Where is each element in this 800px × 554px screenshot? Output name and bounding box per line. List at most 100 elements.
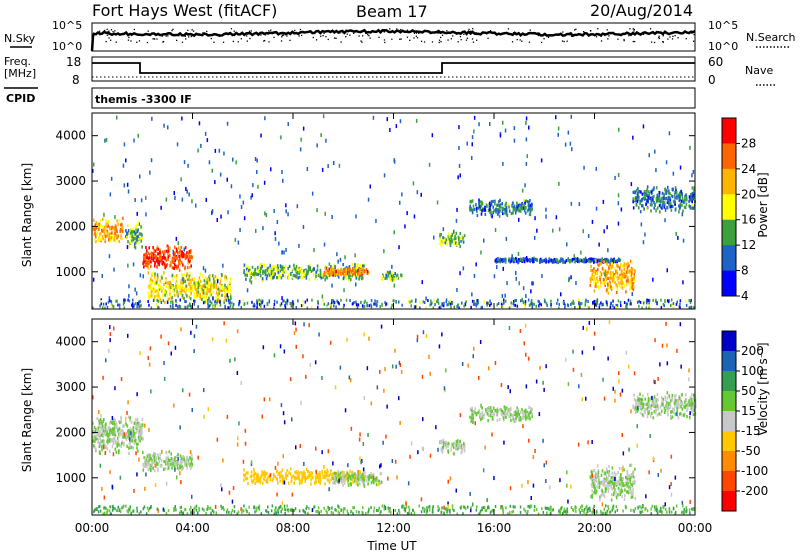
data-cell xyxy=(145,262,147,266)
scatter-cell xyxy=(598,242,600,247)
scatter-cell xyxy=(517,251,520,256)
scatter-cell xyxy=(257,184,259,189)
data-cell xyxy=(338,269,340,273)
scatter-cell xyxy=(505,236,508,241)
data-cell xyxy=(318,475,320,479)
ground-scatter-cell xyxy=(110,304,113,308)
data-cell xyxy=(340,476,342,480)
ground-scatter-cell xyxy=(246,301,249,305)
data-cell xyxy=(674,208,677,212)
data-cell xyxy=(606,272,608,276)
data-cell xyxy=(293,263,295,267)
scatter-cell xyxy=(167,125,169,130)
data-cell xyxy=(663,203,666,207)
data-cell xyxy=(224,292,226,296)
data-cell xyxy=(119,223,122,227)
data-cell xyxy=(229,293,232,297)
data-cell xyxy=(272,472,275,476)
ground-scatter-cell xyxy=(430,299,432,303)
data-cell xyxy=(204,276,207,280)
ground-scatter-cell xyxy=(345,298,348,302)
data-cell xyxy=(128,451,130,455)
data-cell xyxy=(170,285,172,289)
data-cell xyxy=(324,471,327,475)
data-cell xyxy=(496,203,498,207)
data-cell xyxy=(352,475,354,479)
data-cell xyxy=(203,287,206,291)
data-cell xyxy=(153,451,155,455)
nsearch-point xyxy=(669,36,671,38)
scatter-cell xyxy=(525,294,527,299)
data-cell xyxy=(639,202,641,206)
data-cell xyxy=(479,200,482,204)
data-cell xyxy=(175,266,178,270)
data-cell xyxy=(494,199,496,203)
data-cell xyxy=(592,279,595,283)
ground-scatter-cell xyxy=(185,300,187,304)
nsearch-point xyxy=(561,40,564,42)
data-cell xyxy=(653,200,655,205)
data-cell xyxy=(131,227,134,232)
data-cell xyxy=(635,196,638,200)
data-cell xyxy=(366,271,369,275)
data-cell xyxy=(147,456,150,460)
data-cell xyxy=(567,258,569,262)
data-cell xyxy=(282,265,284,269)
nsearch-point xyxy=(412,30,414,33)
nsearch-point xyxy=(320,35,322,37)
data-cell xyxy=(165,264,167,268)
data-cell xyxy=(600,281,602,285)
nsearch-point xyxy=(299,28,302,31)
ground-scatter-cell xyxy=(224,306,226,310)
data-cell xyxy=(151,462,153,467)
ground-scatter-cell xyxy=(537,299,539,303)
nsearch-point xyxy=(365,32,367,34)
data-cell xyxy=(499,198,501,202)
data-cell xyxy=(296,269,299,273)
nsearch-point xyxy=(459,36,462,38)
ground-scatter-cell xyxy=(513,303,515,307)
data-cell xyxy=(147,467,150,472)
data-cell xyxy=(229,280,231,284)
scatter-cell xyxy=(322,114,325,119)
data-cell xyxy=(611,277,614,281)
ground-scatter-cell xyxy=(370,299,373,303)
data-cell xyxy=(310,478,312,482)
nsearch-trace xyxy=(96,28,695,44)
data-cell xyxy=(593,267,595,271)
data-cell xyxy=(627,275,629,280)
scatter-cell xyxy=(525,137,528,142)
nsearch-point xyxy=(323,32,325,35)
data-cell xyxy=(267,266,270,270)
data-cell xyxy=(469,204,471,208)
data-cell xyxy=(262,481,264,485)
data-cell xyxy=(671,187,674,191)
scatter-cell xyxy=(331,215,333,219)
data-cell xyxy=(179,465,181,469)
power-y-axis-label: Slant Range [km] xyxy=(20,163,34,267)
scatter-cell xyxy=(459,173,461,178)
ground-scatter-cell xyxy=(429,303,431,307)
ground-scatter-cell xyxy=(251,300,253,304)
nsearch-point xyxy=(400,38,402,40)
data-cell xyxy=(308,263,311,267)
data-cell xyxy=(481,202,484,206)
data-cell xyxy=(101,444,103,448)
data-cell xyxy=(147,454,150,458)
ground-scatter-cell xyxy=(322,299,324,302)
data-cell xyxy=(662,196,664,200)
data-cell xyxy=(224,294,226,298)
data-cell xyxy=(150,251,153,255)
nsearch-point xyxy=(691,32,693,34)
nsearch-point xyxy=(268,41,270,43)
data-cell xyxy=(674,186,677,190)
data-cell xyxy=(250,470,253,474)
nsearch-point xyxy=(335,37,337,39)
data-cell xyxy=(319,271,322,275)
nsearch-point xyxy=(437,30,439,32)
data-cell xyxy=(591,495,593,499)
data-cell xyxy=(352,272,354,276)
scatter-cell xyxy=(442,227,445,232)
data-cell xyxy=(493,209,495,213)
data-cell xyxy=(632,200,634,204)
